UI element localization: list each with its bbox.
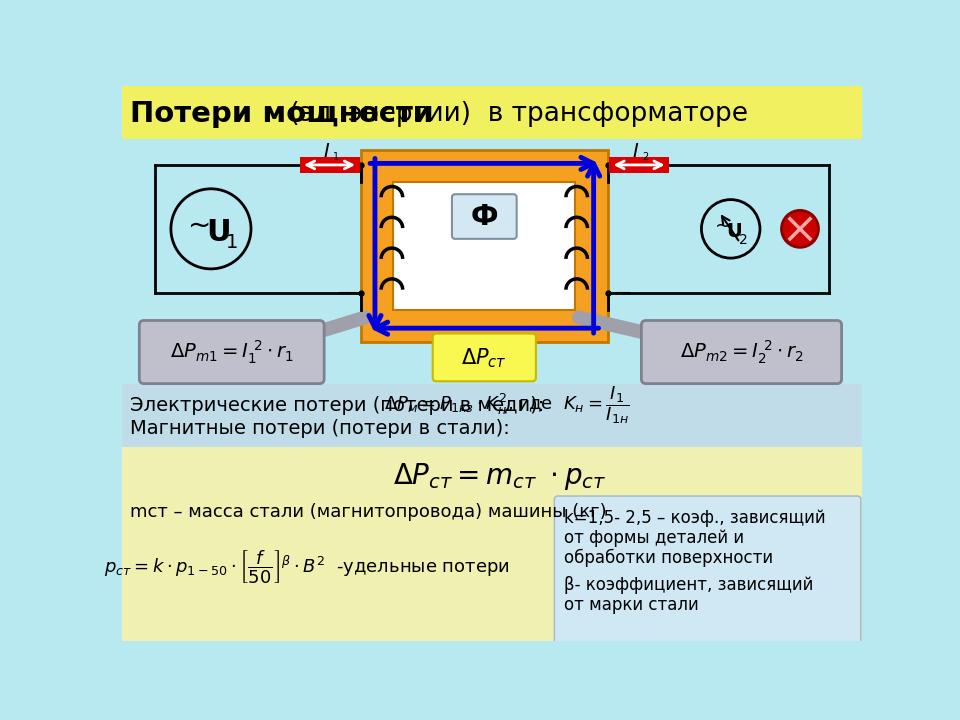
- Text: ~: ~: [188, 212, 212, 240]
- Text: $_1$: $_1$: [332, 150, 340, 163]
- Text: $\Delta P_{ст}$: $\Delta P_{ст}$: [462, 346, 507, 370]
- FancyBboxPatch shape: [139, 320, 324, 384]
- Circle shape: [781, 210, 819, 248]
- Text: Потери мощности: Потери мощности: [131, 100, 434, 128]
- Text: Электрические потери (потери в меди):: Электрические потери (потери в меди):: [131, 396, 544, 415]
- Text: $\Delta P_м=P_{1кз}\cdot K_н^2$, где  $K_н=\dfrac{I_1}{I_{1н}}$: $\Delta P_м=P_{1кз}\cdot K_н^2$, где $K_…: [385, 384, 631, 426]
- Text: $\Delta P_{ст}=m_{ст}\ \cdot p_{ст}$: $\Delta P_{ст}=m_{ст}\ \cdot p_{ст}$: [393, 461, 607, 492]
- Text: $I$: $I$: [633, 142, 639, 161]
- Text: Ф: Ф: [470, 202, 498, 230]
- Text: mст – масса стали (магнитопровода) машины (кг): mст – масса стали (магнитопровода) машин…: [131, 503, 607, 521]
- Text: от марки стали: от марки стали: [564, 596, 698, 614]
- FancyBboxPatch shape: [433, 333, 536, 382]
- Text: (эл. энергии)  в трансформаторе: (эл. энергии) в трансформаторе: [281, 101, 748, 127]
- Text: 1: 1: [227, 233, 239, 252]
- FancyBboxPatch shape: [361, 150, 608, 342]
- Text: $_2$: $_2$: [641, 150, 649, 163]
- Text: U: U: [726, 222, 742, 241]
- Text: U: U: [206, 218, 231, 247]
- Text: $\Delta P_{m2}=I_2^{\ 2}\cdot r_2$: $\Delta P_{m2}=I_2^{\ 2}\cdot r_2$: [680, 338, 804, 366]
- FancyBboxPatch shape: [123, 139, 861, 384]
- FancyBboxPatch shape: [641, 320, 842, 384]
- FancyBboxPatch shape: [554, 496, 861, 644]
- Text: Магнитные потери (потери в стали):: Магнитные потери (потери в стали):: [131, 419, 510, 438]
- Text: k=1,5- 2,5 – коэф., зависящий: k=1,5- 2,5 – коэф., зависящий: [564, 508, 826, 526]
- FancyBboxPatch shape: [123, 446, 861, 641]
- Text: $I$: $I$: [323, 142, 330, 161]
- Text: β- коэффициент, зависящий: β- коэффициент, зависящий: [564, 576, 813, 594]
- Text: от формы деталей и: от формы деталей и: [564, 528, 744, 546]
- FancyBboxPatch shape: [394, 182, 575, 310]
- FancyBboxPatch shape: [452, 194, 516, 239]
- Text: обработки поверхности: обработки поверхности: [564, 549, 773, 567]
- Text: $\Delta P_{m1}=I_1^{\ 2}\cdot r_1$: $\Delta P_{m1}=I_1^{\ 2}\cdot r_1$: [170, 338, 294, 366]
- FancyBboxPatch shape: [609, 157, 669, 173]
- FancyBboxPatch shape: [123, 384, 861, 446]
- Text: $p_{ст}=k\cdot p_{1-50}\cdot\left[\dfrac{f}{50}\right]^\beta\cdot B^2$  -удельны: $p_{ст}=k\cdot p_{1-50}\cdot\left[\dfrac…: [105, 548, 510, 585]
- Text: ~: ~: [715, 216, 732, 235]
- FancyBboxPatch shape: [123, 86, 861, 139]
- Text: 2: 2: [739, 233, 748, 247]
- FancyBboxPatch shape: [300, 157, 360, 173]
